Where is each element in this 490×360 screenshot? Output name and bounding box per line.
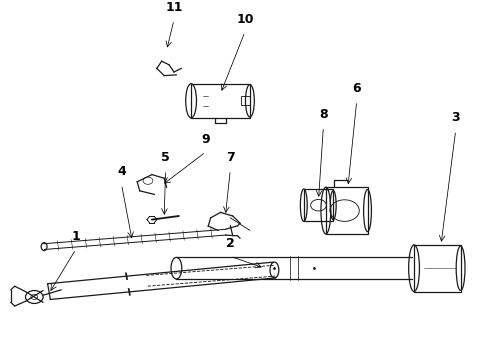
Bar [414,245,461,292]
Bar [241,96,250,105]
Bar [326,187,368,234]
Text: 2: 2 [226,237,235,250]
Bar [191,84,250,118]
Text: 10: 10 [236,13,254,26]
Text: 1: 1 [72,230,80,243]
Text: 4: 4 [117,165,126,178]
Text: 3: 3 [451,111,460,124]
Text: 5: 5 [161,151,170,164]
Text: 9: 9 [201,133,210,146]
Text: 6: 6 [352,82,361,95]
Bar [304,189,333,221]
Text: 7: 7 [226,151,235,164]
Text: 11: 11 [165,1,183,14]
Text: 8: 8 [319,108,328,121]
